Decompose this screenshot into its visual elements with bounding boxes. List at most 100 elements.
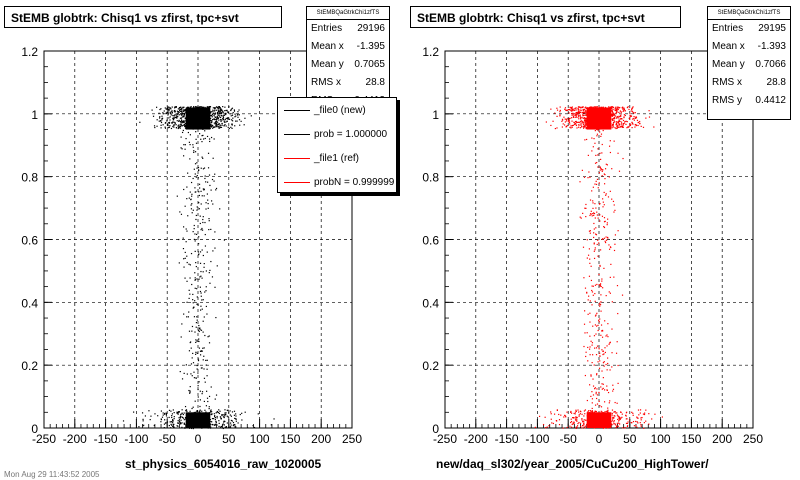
scatter-point [202, 320, 204, 322]
scatter-point [161, 117, 164, 119]
scatter-point [617, 416, 619, 418]
scatter-point [196, 288, 198, 290]
scatter-point [584, 125, 586, 127]
scatter-point [201, 391, 204, 393]
scatter-point [230, 109, 232, 111]
scatter-point [201, 308, 203, 310]
scatter-point [224, 110, 226, 112]
scatter-point [180, 117, 182, 120]
scatter-point [594, 106, 596, 108]
scatter-point [565, 416, 567, 418]
scatter-point [190, 373, 192, 375]
scatter-point [195, 326, 197, 328]
scatter-point [176, 110, 179, 112]
scatter-point [141, 412, 144, 414]
scatter-point [205, 181, 207, 183]
scatter-point [192, 362, 195, 364]
scatter-point [195, 341, 197, 344]
scatter-point [603, 225, 605, 228]
scatter-point [583, 410, 586, 412]
scatter-point [571, 112, 573, 115]
x-tick-label: 50 [222, 432, 236, 446]
scatter-point [210, 200, 213, 202]
scatter-point [216, 115, 218, 118]
scatter-point [210, 117, 212, 119]
scatter-point [567, 109, 570, 111]
scatter-point [179, 125, 181, 127]
scatter-point [593, 411, 596, 413]
scatter-point [608, 248, 611, 250]
scatter-point [618, 422, 620, 424]
scatter-point [201, 367, 203, 369]
scatter-point [596, 211, 598, 213]
scatter-point [596, 106, 598, 108]
scatter-point [207, 207, 209, 209]
scatter-point [598, 321, 600, 323]
scatter-point [592, 200, 594, 202]
scatter-point [207, 427, 209, 429]
scatter-point [603, 204, 605, 206]
scatter-point [213, 110, 215, 112]
scatter-point [564, 107, 567, 109]
scatter-point [599, 249, 602, 251]
scatter-point [172, 409, 174, 411]
scatter-point [184, 418, 187, 420]
scatter-point [183, 123, 186, 126]
scatter-point [564, 108, 566, 110]
scatter-point [169, 427, 172, 429]
scatter-point [201, 277, 203, 279]
scatter-point [574, 123, 576, 125]
scatter-point [602, 287, 604, 289]
scatter-point [616, 285, 619, 287]
scatter-point [582, 127, 585, 129]
scatter-point [181, 416, 183, 418]
scatter-point [579, 181, 581, 183]
scatter-point [618, 119, 620, 121]
scatter-point [575, 410, 577, 412]
scatter-point [189, 264, 191, 266]
scatter-point [572, 109, 574, 111]
scatter-point [220, 110, 222, 112]
scatter-point [603, 183, 606, 185]
scatter-point [217, 114, 219, 116]
scatter-point [599, 214, 601, 216]
scatter-point [174, 121, 176, 124]
scatter-point [177, 108, 180, 110]
scatter-point [591, 407, 593, 410]
scatter-point [585, 215, 587, 218]
scatter-point [199, 309, 202, 311]
scatter-point [214, 121, 217, 123]
scatter-point [631, 107, 633, 110]
scatter-point [579, 116, 582, 118]
scatter-point [148, 410, 150, 412]
scatter-point [212, 113, 214, 116]
scatter-point [579, 106, 581, 108]
scatter-point [569, 109, 571, 111]
scatter-point [555, 420, 557, 422]
scatter-point [198, 324, 200, 327]
scatter-point [573, 417, 575, 419]
scatter-point [600, 310, 602, 312]
scatter-point [171, 122, 173, 124]
scatter-point [179, 421, 181, 423]
scatter-point [594, 162, 597, 164]
scatter-point [599, 304, 602, 306]
scatter-point [640, 424, 642, 426]
scatter-point [219, 124, 221, 126]
scatter-point [592, 202, 594, 204]
scatter-point [196, 368, 198, 370]
scatter-point [212, 107, 214, 109]
scatter-point [167, 106, 169, 108]
scatter-point [196, 209, 198, 211]
scatter-point [205, 411, 207, 413]
scatter-point [637, 422, 639, 424]
scatter-point [172, 422, 174, 424]
scatter-point [231, 124, 233, 126]
scatter-point [197, 251, 200, 253]
scatter-point [218, 412, 220, 415]
scatter-point [559, 115, 561, 117]
scatter-point [198, 243, 200, 245]
scatter-point [606, 385, 608, 387]
scatter-point [198, 327, 201, 330]
